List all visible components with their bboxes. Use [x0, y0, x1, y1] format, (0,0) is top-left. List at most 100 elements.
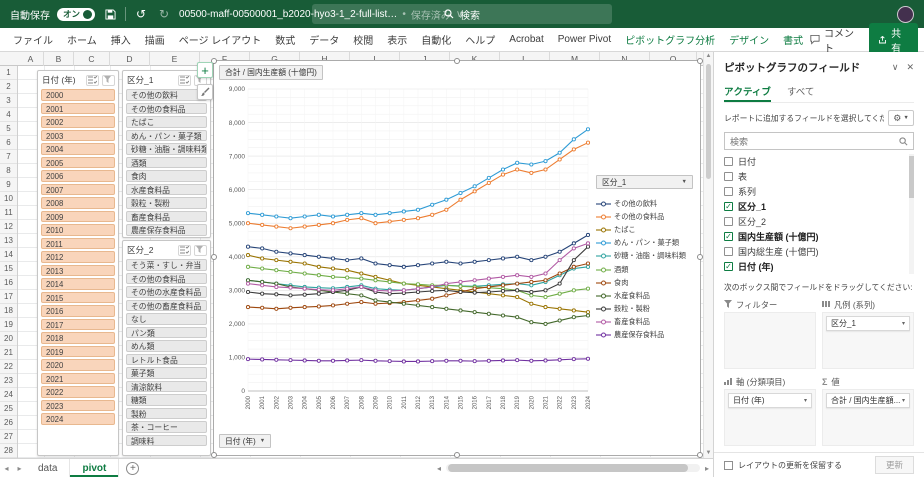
slicer-item[interactable]: めん・パン・菓子類 — [126, 130, 207, 142]
undo-icon[interactable]: ↺ — [133, 6, 149, 22]
search-box[interactable]: 検索 — [312, 4, 612, 24]
slicer-item[interactable]: 水産食料品 — [126, 184, 207, 196]
scrollbar-thumb[interactable] — [909, 156, 914, 198]
row-header[interactable]: 17 — [0, 290, 17, 304]
resize-handle[interactable] — [454, 452, 460, 458]
row-header[interactable]: 10 — [0, 192, 17, 206]
comments-button[interactable]: コメント — [810, 25, 860, 55]
defer-layout-checkbox[interactable] — [724, 461, 733, 470]
row-header[interactable]: 5 — [0, 122, 17, 136]
slicer-item[interactable]: 2002 — [41, 116, 115, 128]
ribbon-tab[interactable]: ヘルプ — [458, 28, 502, 51]
field-checkbox[interactable] — [724, 247, 733, 256]
slicer-item[interactable]: 2003 — [41, 130, 115, 142]
pivot-chart[interactable]: 合計 / 国内生産額 (十億円) 01,0002,0003,0004,0005,… — [213, 60, 701, 456]
field-checkbox[interactable]: ✓ — [724, 262, 733, 271]
ribbon-tab[interactable]: ホーム — [60, 28, 104, 51]
slicer-item[interactable]: その他の食料品 — [126, 103, 207, 115]
slicer-item[interactable]: その他の飲料 — [126, 89, 207, 101]
ribbon-tab[interactable]: 数式 — [268, 28, 302, 51]
slicer-item[interactable]: 2017 — [41, 319, 115, 331]
chart-plot[interactable]: 01,0002,0003,0004,0005,0006,0007,0008,00… — [216, 83, 596, 431]
ribbon-tab[interactable]: データ — [302, 28, 346, 51]
row-header[interactable]: 9 — [0, 178, 17, 192]
row-header[interactable]: 25 — [0, 402, 17, 416]
field-checkbox[interactable]: ✓ — [724, 202, 733, 211]
ribbon-tab[interactable]: 自動化 — [414, 28, 458, 51]
field-checkbox[interactable] — [724, 172, 733, 181]
avatar[interactable] — [897, 6, 914, 23]
ribbon-tab[interactable]: 描画 — [138, 28, 172, 51]
autosave-toggle[interactable]: オン — [57, 8, 95, 21]
slicer-item[interactable]: 2008 — [41, 197, 115, 209]
redo-icon[interactable]: ↻ — [156, 6, 172, 22]
add-sheet-button[interactable]: + — [126, 462, 139, 475]
scrollbar-thumb[interactable] — [448, 464, 688, 472]
slicer-item[interactable]: 2018 — [41, 332, 115, 344]
slicer-item[interactable]: 畜産食料品 — [126, 211, 207, 223]
ribbon-tab[interactable]: 挿入 — [104, 28, 138, 51]
slicer-item[interactable]: レトルト食品 — [126, 354, 207, 366]
close-icon[interactable]: ✕ — [906, 62, 914, 73]
row-header[interactable]: 27 — [0, 430, 17, 444]
slicer-item[interactable]: 2015 — [41, 292, 115, 304]
vertical-scrollbar[interactable]: ▲ ▼ — [703, 52, 713, 458]
slicer-item[interactable]: 食肉 — [126, 170, 207, 182]
scroll-left-icon[interactable]: ◂ — [434, 464, 444, 473]
field-row[interactable]: 区分_2 — [724, 214, 905, 229]
field-row[interactable]: ✓日付 (年) — [724, 259, 905, 274]
slicer-item[interactable]: 2000 — [41, 89, 115, 101]
row-header[interactable]: 4 — [0, 108, 17, 122]
field-checkbox[interactable] — [724, 217, 733, 226]
ribbon-tab[interactable]: 書式 — [776, 28, 810, 51]
sheet-tab-pivot[interactable]: pivot — [70, 459, 119, 477]
zone-body[interactable] — [724, 312, 816, 369]
clear-filter-icon[interactable] — [194, 245, 207, 256]
chart-elements-button[interactable]: + — [197, 62, 213, 78]
tab-all[interactable]: すべて — [787, 82, 814, 102]
ribbon-tab[interactable]: Acrobat — [502, 28, 550, 51]
scroll-up-icon[interactable]: ▲ — [704, 52, 713, 61]
slicer-item[interactable]: 砂糖・油脂・調味料類 — [126, 143, 207, 155]
row-header[interactable]: 24 — [0, 388, 17, 402]
slicer-item[interactable]: そう菜・すし・弁当 — [126, 259, 207, 271]
multi-select-icon[interactable] — [178, 245, 191, 256]
field-row[interactable]: ✓区分_1 — [724, 199, 905, 214]
slicer-item[interactable]: たばこ — [126, 116, 207, 128]
scroll-right-icon[interactable]: ▸ — [702, 464, 712, 473]
scrollbar-track[interactable] — [446, 464, 700, 472]
row-header[interactable]: 11 — [0, 206, 17, 220]
clear-filter-icon[interactable] — [102, 75, 115, 86]
slicer-item[interactable]: 2019 — [41, 346, 115, 358]
column-header[interactable]: A — [18, 52, 44, 66]
chevron-down-icon[interactable]: ∨ — [892, 62, 899, 73]
slicer-item[interactable]: 2021 — [41, 373, 115, 385]
row-header[interactable]: 13 — [0, 234, 17, 248]
multi-select-icon[interactable] — [178, 75, 191, 86]
row-header[interactable]: 16 — [0, 276, 17, 290]
sheet-tab-data[interactable]: data — [26, 459, 70, 477]
ribbon-tab[interactable]: デザイン — [722, 28, 776, 51]
slicer-item[interactable]: 2023 — [41, 400, 115, 412]
field-checkbox[interactable] — [724, 187, 733, 196]
resize-handle[interactable] — [697, 254, 703, 260]
field-checkbox[interactable]: ✓ — [724, 232, 733, 241]
slicer-item[interactable]: 清涼飲料 — [126, 381, 207, 393]
row-header[interactable]: 14 — [0, 248, 17, 262]
row-header[interactable]: 20 — [0, 332, 17, 346]
slicer-item[interactable]: 2011 — [41, 238, 115, 250]
resize-handle[interactable] — [211, 254, 217, 260]
zone-item[interactable]: 区分_1▾ — [826, 316, 910, 331]
slicer-item[interactable]: 2005 — [41, 157, 115, 169]
legend-field-button[interactable]: 区分_1 ▼ — [596, 175, 693, 189]
row-header[interactable]: 19 — [0, 318, 17, 332]
zone-body[interactable]: 合計 / 国内生産額...▾ — [822, 389, 914, 446]
field-row[interactable]: 国内総生産 (十億円) — [724, 244, 905, 259]
column-header[interactable]: B — [44, 52, 74, 66]
row-header[interactable]: 6 — [0, 136, 17, 150]
column-header[interactable]: C — [74, 52, 110, 66]
slicer-item[interactable]: 茶・コーヒー — [126, 421, 207, 433]
slicer-item[interactable]: その他の畜産食料品 — [126, 300, 207, 312]
slicer-item[interactable]: 2006 — [41, 170, 115, 182]
sheet-nav-left-icon[interactable]: ◂ — [0, 464, 13, 473]
